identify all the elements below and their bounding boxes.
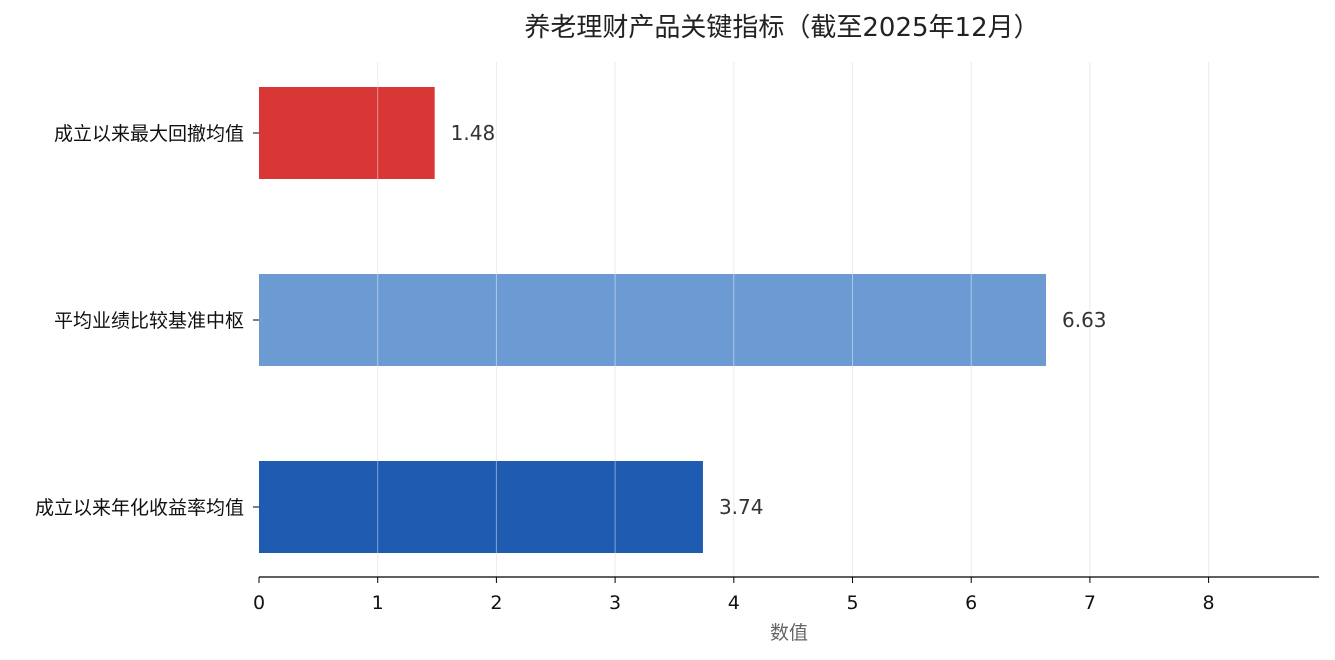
chart-title: 养老理财产品关键指标（截至2025年12月） — [524, 13, 1039, 43]
x-tick-label-8: 8 — [1203, 592, 1215, 614]
labels: 1.48 成立以来最大回撤均值 6.63 平均业绩比较基准中枢 3.74 成立以来年化收益… — [35, 121, 1215, 614]
x-tick-label-2: 2 — [490, 592, 502, 614]
x-tick-label-6: 6 — [965, 592, 977, 614]
category-label-0: 成立以来最大回撤均值 — [54, 123, 244, 145]
x-tick-label-1: 1 — [372, 592, 384, 614]
x-tick-label-0: 0 — [253, 592, 265, 614]
x-tick-label-4: 4 — [728, 592, 740, 614]
x-tick-label-7: 7 — [1084, 592, 1096, 614]
bars — [259, 87, 1046, 553]
x-tick-label-3: 3 — [609, 592, 621, 614]
category-label-2: 成立以来年化收益率均值 — [35, 497, 244, 519]
x-tick-label-5: 5 — [846, 592, 858, 614]
category-label-1: 平均业绩比较基准中枢 — [54, 310, 244, 332]
axes — [253, 132, 1319, 583]
x-axis-title: 数值 — [770, 622, 808, 644]
bar-gridlines — [377, 87, 972, 553]
value-label-2: 3.74 — [719, 495, 764, 519]
bar-1 — [259, 274, 1046, 366]
value-label-0: 1.48 — [451, 121, 496, 145]
value-label-1: 6.63 — [1062, 308, 1107, 332]
bar-0 — [259, 87, 435, 179]
bar-2 — [259, 461, 703, 553]
